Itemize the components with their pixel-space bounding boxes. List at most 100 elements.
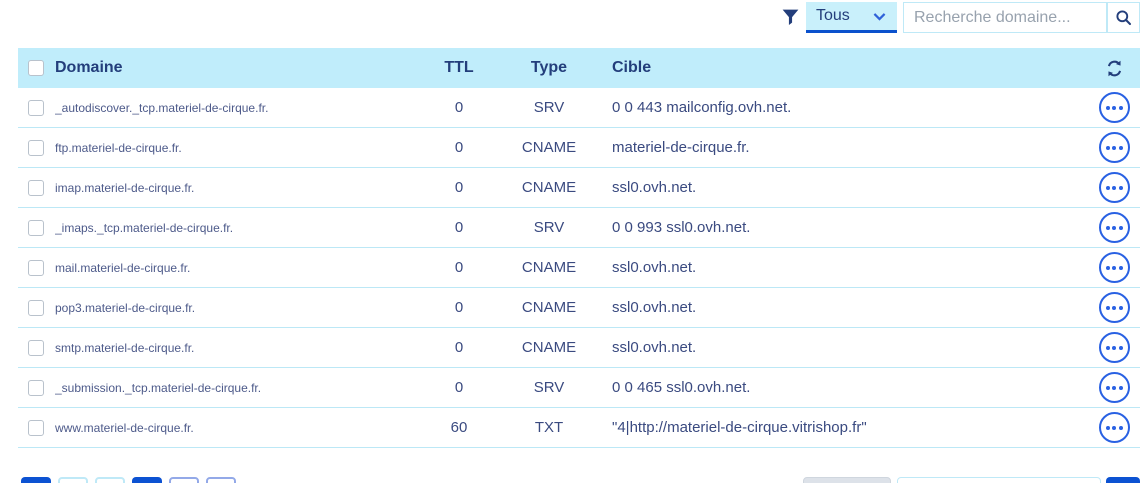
table-row: _imaps._tcp.materiel-de-cirque.fr. 0 SRV… — [18, 208, 1140, 248]
type-cell: CNAME — [521, 299, 577, 316]
type-cell: SRV — [533, 379, 565, 396]
type-cell: SRV — [533, 99, 565, 116]
ellipsis-icon — [1105, 425, 1110, 430]
domain-cell: ftp.materiel-de-cirque.fr. — [55, 140, 182, 155]
search-icon — [1114, 8, 1133, 27]
row-checkbox[interactable] — [28, 379, 44, 396]
row-actions-cell — [1088, 292, 1140, 323]
row-actions-button[interactable] — [1098, 372, 1130, 403]
type-cell: SRV — [533, 219, 565, 236]
filter-select[interactable]: Tous — [806, 2, 897, 33]
search-button[interactable] — [1107, 2, 1140, 33]
table-row: mail.materiel-de-cirque.fr. 0 CNAME ssl0… — [18, 248, 1140, 288]
ttl-cell: 60 — [450, 419, 468, 436]
ttl-cell: 0 — [454, 299, 464, 316]
ellipsis-icon — [1105, 385, 1110, 390]
row-actions-cell — [1088, 372, 1140, 403]
table-header-row: Domaine TTL Type Cible — [18, 48, 1140, 88]
row-actions-button[interactable] — [1098, 92, 1130, 123]
row-checkbox-cell — [18, 419, 55, 436]
table-row: pop3.materiel-de-cirque.fr. 0 CNAME ssl0… — [18, 288, 1140, 328]
type-cell: CNAME — [521, 179, 577, 196]
target-cell: ssl0.ovh.net. — [612, 299, 697, 316]
row-actions-cell — [1088, 92, 1140, 123]
footer-input-box[interactable] — [897, 477, 1101, 483]
pagination-button[interactable] — [95, 477, 125, 483]
pagination-button[interactable] — [21, 477, 51, 483]
pagination-button[interactable] — [169, 477, 199, 483]
row-checkbox[interactable] — [28, 179, 44, 196]
ttl-cell: 0 — [454, 99, 464, 116]
pagination-button[interactable] — [132, 477, 162, 483]
row-actions-button[interactable] — [1098, 172, 1130, 203]
pagination-button[interactable] — [58, 477, 88, 483]
row-checkbox[interactable] — [28, 219, 44, 236]
row-checkbox-cell — [18, 259, 55, 276]
dns-records-table: Domaine TTL Type Cible — [18, 48, 1140, 448]
pagination — [21, 477, 236, 483]
header-actions-cell — [1088, 59, 1140, 78]
select-all-checkbox[interactable] — [28, 60, 44, 76]
row-checkbox-cell — [18, 179, 55, 196]
refresh-icon — [1105, 59, 1124, 78]
row-actions-button[interactable] — [1098, 252, 1130, 283]
row-checkbox[interactable] — [28, 139, 44, 156]
ttl-cell: 0 — [454, 179, 464, 196]
domain-cell: smtp.materiel-de-cirque.fr. — [55, 340, 195, 355]
row-checkbox[interactable] — [28, 299, 44, 316]
target-cell: ssl0.ovh.net. — [612, 179, 697, 196]
domain-cell: mail.materiel-de-cirque.fr. — [55, 260, 191, 275]
ellipsis-icon — [1105, 265, 1110, 270]
row-checkbox[interactable] — [28, 99, 44, 116]
row-actions-cell — [1088, 172, 1140, 203]
row-actions-cell — [1088, 252, 1140, 283]
header-domain: Domaine — [55, 59, 123, 76]
target-cell: 0 0 443 mailconfig.ovh.net. — [612, 99, 792, 116]
header-target: Cible — [612, 59, 652, 76]
row-actions-button[interactable] — [1098, 292, 1130, 323]
ttl-cell: 0 — [454, 259, 464, 276]
row-actions-button[interactable] — [1098, 332, 1130, 363]
header-type: Type — [530, 59, 568, 76]
row-checkbox[interactable] — [28, 339, 44, 356]
filter-select-value: Tous — [816, 7, 850, 24]
ellipsis-icon — [1105, 105, 1110, 110]
toolbar: Tous — [0, 0, 1144, 36]
footer-primary-button[interactable] — [1106, 477, 1140, 483]
ellipsis-icon — [1105, 345, 1110, 350]
ttl-cell: 0 — [454, 379, 464, 396]
ellipsis-icon — [1105, 225, 1110, 230]
type-cell: CNAME — [521, 139, 577, 156]
row-actions-cell — [1088, 412, 1140, 443]
target-cell: 0 0 465 ssl0.ovh.net. — [612, 379, 751, 396]
header-ttl: TTL — [444, 59, 474, 76]
pagination-button[interactable] — [206, 477, 236, 483]
ellipsis-icon — [1105, 145, 1110, 150]
row-checkbox-cell — [18, 339, 55, 356]
table-row: _autodiscover._tcp.materiel-de-cirque.fr… — [18, 88, 1140, 128]
filter-funnel-icon — [780, 7, 801, 28]
row-actions-button[interactable] — [1098, 132, 1130, 163]
domain-cell: _submission._tcp.materiel-de-cirque.fr. — [55, 380, 262, 395]
row-actions-button[interactable] — [1098, 412, 1130, 443]
target-cell: "4|http://materiel-de-cirque.vitrishop.f… — [612, 419, 867, 436]
footer-gray-button[interactable] — [803, 477, 891, 483]
search-input[interactable] — [903, 2, 1107, 33]
row-checkbox-cell — [18, 139, 55, 156]
table-row: smtp.materiel-de-cirque.fr. 0 CNAME ssl0… — [18, 328, 1140, 368]
table-body: _autodiscover._tcp.materiel-de-cirque.fr… — [18, 88, 1140, 448]
refresh-button[interactable] — [1105, 59, 1124, 78]
ellipsis-icon — [1105, 185, 1110, 190]
row-checkbox-cell — [18, 219, 55, 236]
row-actions-cell — [1088, 332, 1140, 363]
ellipsis-icon — [1105, 305, 1110, 310]
row-checkbox[interactable] — [28, 259, 44, 276]
row-actions-button[interactable] — [1098, 212, 1130, 243]
row-checkbox[interactable] — [28, 419, 44, 436]
row-checkbox-cell — [18, 99, 55, 116]
row-checkbox-cell — [18, 299, 55, 316]
type-cell: TXT — [534, 419, 564, 436]
target-cell: 0 0 993 ssl0.ovh.net. — [612, 219, 751, 236]
header-checkbox-cell — [18, 60, 55, 76]
